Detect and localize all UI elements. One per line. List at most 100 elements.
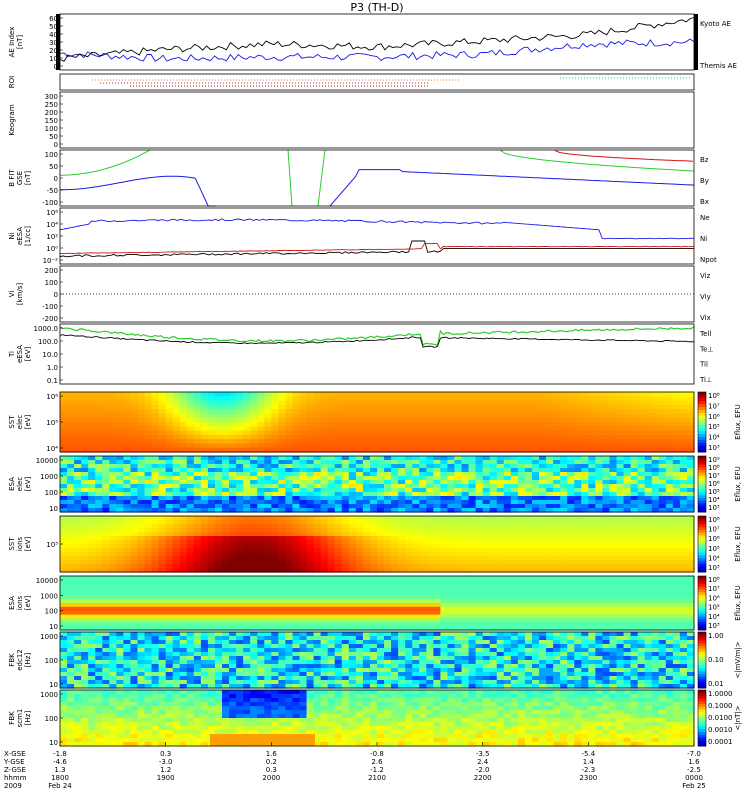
spec-cell <box>207 409 216 415</box>
spec-cell <box>306 591 315 596</box>
spec-cell <box>447 504 456 509</box>
spec-cell <box>419 488 427 493</box>
spec-cell <box>567 488 575 493</box>
spec-cell <box>362 591 371 596</box>
spec-cell <box>482 524 491 529</box>
spec-cell <box>116 622 124 627</box>
spec-cell <box>609 548 618 553</box>
spec-cell <box>285 516 294 521</box>
spec-cell <box>482 587 491 593</box>
spec-cell <box>553 396 561 402</box>
spec-cell <box>327 556 336 561</box>
spec-cell <box>440 618 449 623</box>
spec-cell <box>391 413 399 419</box>
spec-cell <box>207 568 216 573</box>
spec-cell <box>74 504 82 509</box>
spec-cell <box>482 488 491 493</box>
spec-cell <box>243 417 251 423</box>
colorbar-frame <box>697 515 707 573</box>
spec-cell <box>426 540 434 545</box>
ylabel-velocity: [km/s] <box>16 283 24 306</box>
spec-cell <box>553 516 561 521</box>
spec-cell <box>524 516 533 521</box>
spec-cell <box>405 484 413 489</box>
spec-cell <box>299 591 308 596</box>
spec-cell <box>426 579 434 585</box>
spec-cell <box>137 579 146 585</box>
spec-cell <box>454 516 463 521</box>
spec-cell <box>214 430 223 436</box>
spec-cell <box>123 413 132 419</box>
spec-cell <box>496 528 505 533</box>
spec-cell <box>489 583 498 589</box>
spec-cell <box>369 548 378 553</box>
spec-cell <box>433 500 441 505</box>
spec-cell <box>165 430 174 436</box>
spec-cell <box>440 480 449 485</box>
spec-cell <box>426 614 434 620</box>
spec-cell <box>609 492 618 497</box>
spec-cell <box>461 595 470 600</box>
spec-cell <box>179 548 188 553</box>
spec-cell <box>630 520 639 525</box>
spec-cell <box>327 426 336 432</box>
spec-cell <box>250 516 258 521</box>
spec-cell <box>454 603 463 608</box>
spec-cell <box>222 591 230 596</box>
spec-cell <box>510 587 519 593</box>
spec-cell <box>334 492 343 497</box>
spec-cell <box>67 456 75 461</box>
spec-cell <box>257 610 265 616</box>
spec-cell <box>271 426 279 432</box>
colorbar-cell <box>698 449 706 453</box>
spec-cell <box>524 532 533 537</box>
spec-cell <box>313 504 322 509</box>
spec-cell <box>236 422 244 427</box>
spec-cell <box>546 447 554 453</box>
spec-cell <box>447 456 456 461</box>
spec-cell <box>193 409 202 415</box>
spec-cell <box>658 434 667 440</box>
spec-cell <box>130 536 139 541</box>
spec-cell <box>264 564 272 569</box>
spec-cell <box>630 443 639 449</box>
spec-cell <box>299 603 308 608</box>
spec-cell <box>207 500 216 505</box>
spec-cell <box>158 560 167 565</box>
spec-cell <box>116 434 124 440</box>
spec-cell <box>243 413 251 419</box>
spec-cell <box>348 576 357 581</box>
spec-cell <box>574 516 582 521</box>
colorbar-cell <box>698 392 706 396</box>
spec-cell <box>412 552 420 557</box>
spec-cell <box>151 472 160 477</box>
spec-cell <box>327 548 336 553</box>
spec-cell <box>109 500 117 505</box>
spec-cell <box>193 443 202 449</box>
spec-cell <box>398 484 406 489</box>
spec-cell <box>193 439 202 445</box>
spec-cell <box>186 409 195 415</box>
spec-cell <box>658 520 667 525</box>
spec-cell <box>102 404 110 410</box>
spec-cell <box>539 568 547 573</box>
spec-cell <box>426 552 434 557</box>
spec-cell <box>489 532 498 537</box>
spec-cell <box>278 614 287 620</box>
spec-cell <box>412 430 420 436</box>
spec-cell <box>475 480 484 485</box>
spec-cell <box>384 532 392 537</box>
spec-cell <box>165 536 174 541</box>
spec-cell <box>384 595 392 600</box>
spec-cell <box>567 404 575 410</box>
spec-cell <box>679 430 688 436</box>
spec-cell <box>686 409 695 415</box>
spec-cell <box>489 548 498 553</box>
spec-cell <box>222 520 230 525</box>
spec-cell <box>165 524 174 529</box>
spec-cell <box>398 556 406 561</box>
spec-cell <box>271 413 279 419</box>
spec-cell <box>686 488 695 493</box>
spec-cell <box>468 548 477 553</box>
spec-cell <box>306 460 315 465</box>
